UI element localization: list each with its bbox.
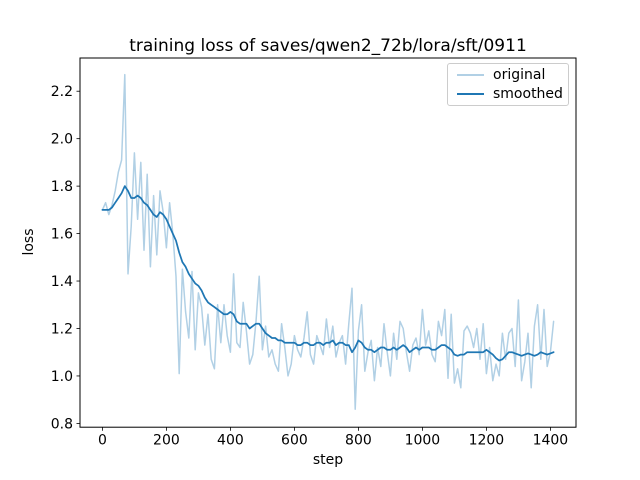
x-axis-label: step [312, 452, 344, 468]
y-tick-label: 1.2 [51, 321, 73, 337]
legend-item-smoothed: smoothed [448, 86, 568, 102]
x-tick-label: 200 [153, 433, 180, 449]
y-tick-label: 1.6 [51, 227, 73, 243]
original-line-icon [457, 74, 484, 77]
y-tick-label: 1.8 [51, 179, 73, 195]
y-tick-label: 0.8 [51, 416, 73, 432]
chart-title: training loss of saves/qwen2_72b/lora/sf… [129, 36, 527, 56]
x-tick-label: 400 [217, 433, 244, 449]
smoothed-line-icon [457, 92, 484, 95]
y-tick-label: 2.0 [51, 132, 73, 148]
legend-label-original: original [493, 67, 546, 84]
x-tick-label: 600 [281, 433, 308, 449]
x-tick-label: 0 [98, 433, 107, 449]
y-tick-label: 1.0 [51, 369, 73, 385]
y-tick-label: 2.2 [51, 84, 73, 100]
legend-item-original: original [448, 67, 568, 83]
legend: original smoothed [447, 63, 569, 106]
legend-label-smoothed: smoothed [493, 85, 563, 102]
x-tick-label: 800 [345, 433, 372, 449]
y-axis-label: loss [21, 228, 37, 256]
y-tick-label: 1.4 [51, 274, 73, 290]
x-tick-label: 1400 [533, 433, 569, 449]
original-line [101, 73, 555, 410]
x-tick-label: 1200 [469, 433, 505, 449]
axes-spines [79, 57, 577, 428]
smoothed-line [101, 185, 555, 362]
x-tick-label: 1000 [405, 433, 441, 449]
